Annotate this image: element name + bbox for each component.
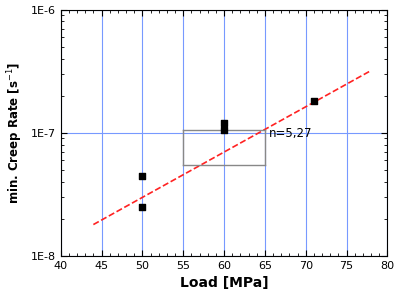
Y-axis label: min. Creep Rate [s$^{-1}$]: min. Creep Rate [s$^{-1}$] [6,62,25,204]
X-axis label: Load [MPa]: Load [MPa] [180,276,268,290]
Text: n=5,27: n=5,27 [269,127,312,140]
Point [139,205,146,209]
Point [311,99,317,104]
Point [139,173,146,178]
Point [221,128,227,133]
Point [221,121,227,126]
